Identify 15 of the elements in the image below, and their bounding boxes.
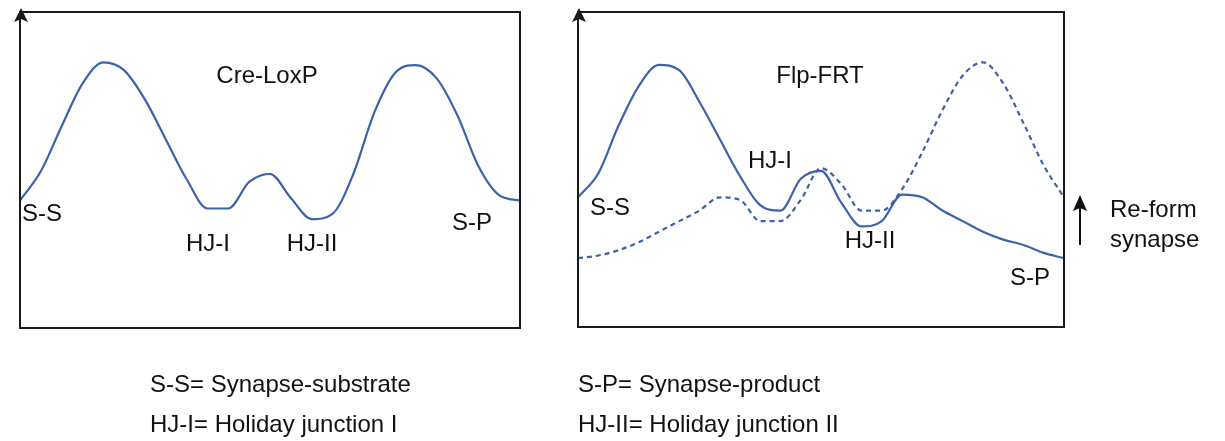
annotation: HJ-II [844,226,896,254]
annotation: S-P [1009,263,1051,291]
annotation: Flp-FRT [776,61,864,89]
annotation: Cre-LoxP [216,61,318,89]
annotation: S-P [451,208,493,236]
text: S-S= Synapse-substrate [150,370,411,398]
text: Re-form synapse [1110,194,1201,254]
text: HJ-I= Holiday junction I [150,410,398,438]
annotation: S-S [589,193,631,221]
annotation: S-S [21,199,63,227]
text: HJ-II= Holiday junction II [578,410,839,438]
annotation: HJ-I [186,229,230,257]
text: S-P= Synapse-product [578,370,821,398]
annotation: HJ-I [748,146,792,174]
annotation: HJ-II [286,229,338,257]
